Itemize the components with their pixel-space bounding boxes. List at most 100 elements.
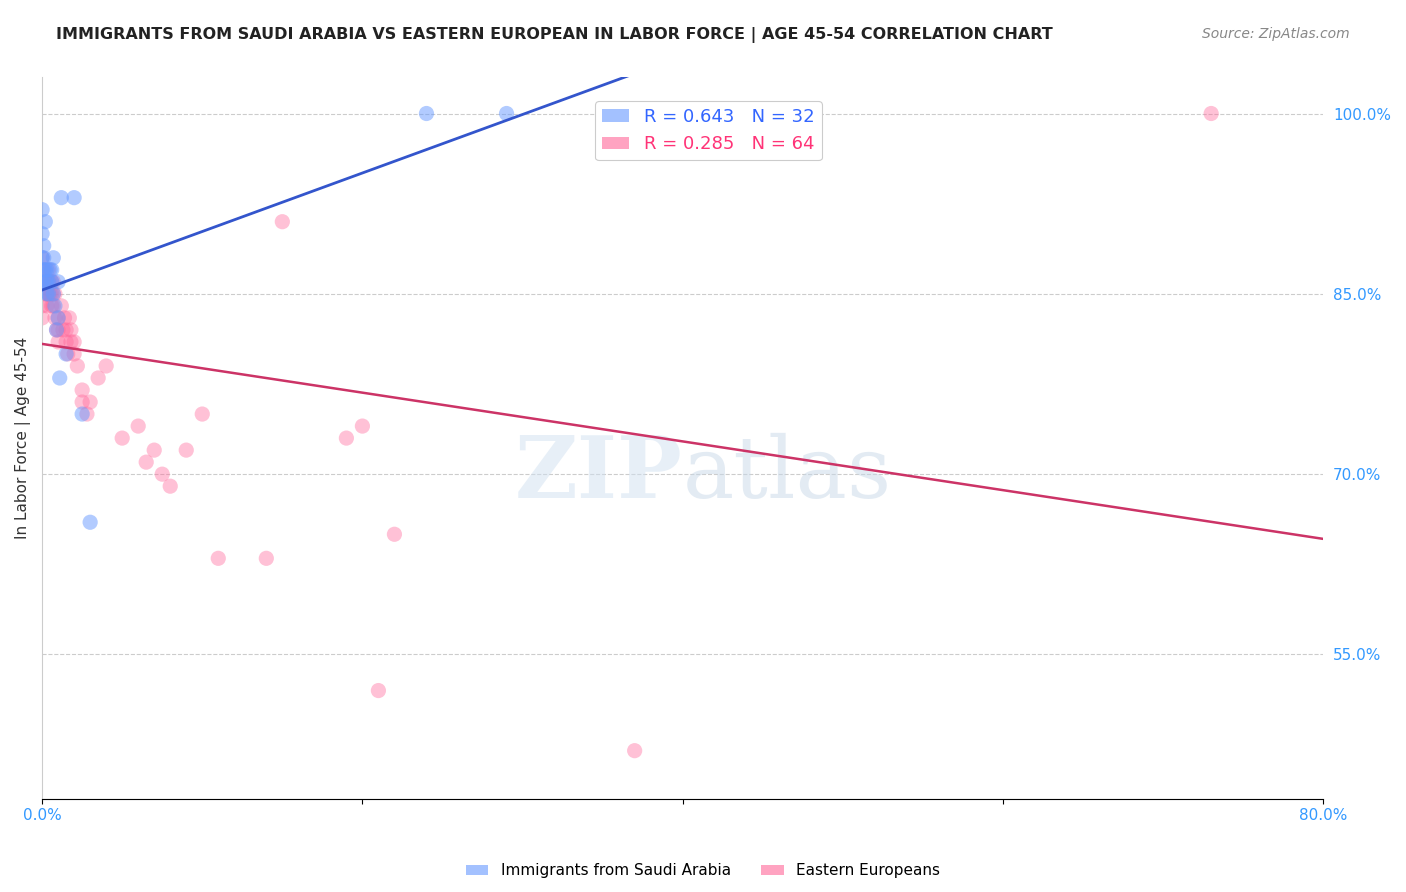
Point: [41, 286, 63, 301]
Point: [207, 551, 229, 566]
Point: [31, 299, 53, 313]
Point: [39, 286, 62, 301]
Point: [191, 407, 214, 421]
Point: [31, 286, 53, 301]
Point: [31, 262, 53, 277]
Point: [41, 275, 63, 289]
Point: [45, 323, 67, 337]
Point: [150, 467, 173, 482]
Point: [42, 251, 65, 265]
Point: [31, 202, 53, 217]
Point: [42, 286, 65, 301]
Point: [254, 551, 277, 566]
Point: [31, 251, 53, 265]
Point: [31, 310, 53, 325]
Text: IMMIGRANTS FROM SAUDI ARABIA VS EASTERN EUROPEAN IN LABOR FORCE | AGE 45-54 CORR: IMMIGRANTS FROM SAUDI ARABIA VS EASTERN …: [56, 27, 1053, 43]
Legend: Immigrants from Saudi Arabia, Eastern Europeans: Immigrants from Saudi Arabia, Eastern Eu…: [460, 857, 946, 884]
Point: [41, 275, 63, 289]
Point: [96, 359, 118, 373]
Point: [35, 275, 58, 289]
Point: [55, 347, 77, 361]
Text: atlas: atlas: [683, 433, 891, 516]
Point: [31, 251, 53, 265]
Point: [70, 407, 93, 421]
Point: [38, 262, 60, 277]
Point: [1199, 106, 1222, 120]
Point: [42, 286, 65, 301]
Point: [35, 299, 58, 313]
Point: [415, 106, 437, 120]
Point: [352, 419, 374, 434]
Point: [367, 683, 389, 698]
Point: [34, 215, 56, 229]
Point: [38, 275, 60, 289]
Point: [127, 419, 149, 434]
Point: [51, 299, 73, 313]
Point: [111, 431, 134, 445]
Point: [32, 262, 55, 277]
Point: [56, 347, 79, 361]
Point: [52, 323, 75, 337]
Text: ZIP: ZIP: [515, 432, 683, 516]
Point: [70, 395, 93, 409]
Point: [44, 299, 66, 313]
Point: [143, 443, 166, 458]
Point: [76, 407, 98, 421]
Point: [38, 275, 60, 289]
Point: [59, 334, 82, 349]
Point: [38, 286, 60, 301]
Legend: R = 0.643   N = 32, R = 0.285   N = 64: R = 0.643 N = 32, R = 0.285 N = 64: [595, 101, 821, 161]
Point: [31, 227, 53, 241]
Point: [46, 310, 69, 325]
Point: [45, 323, 67, 337]
Point: [42, 275, 65, 289]
Text: Source: ZipAtlas.com: Source: ZipAtlas.com: [1202, 27, 1350, 41]
Point: [39, 275, 62, 289]
Point: [38, 286, 60, 301]
Point: [159, 479, 181, 493]
Point: [495, 106, 517, 120]
Point: [63, 334, 86, 349]
Point: [41, 299, 63, 313]
Point: [35, 262, 58, 277]
Point: [70, 383, 93, 397]
Point: [58, 310, 80, 325]
Point: [39, 262, 62, 277]
Point: [55, 323, 77, 337]
Point: [31, 275, 53, 289]
Point: [32, 239, 55, 253]
Point: [59, 323, 82, 337]
Point: [79, 515, 101, 529]
Point: [51, 191, 73, 205]
Point: [35, 286, 58, 301]
Point: [44, 310, 66, 325]
Point: [63, 347, 86, 361]
Point: [42, 299, 65, 313]
Point: [384, 527, 406, 541]
Point: [623, 744, 645, 758]
Point: [87, 371, 110, 385]
Point: [34, 275, 56, 289]
Point: [55, 334, 77, 349]
Point: [34, 286, 56, 301]
Point: [46, 275, 69, 289]
Point: [34, 262, 56, 277]
Point: [32, 275, 55, 289]
Point: [135, 455, 157, 469]
Point: [46, 323, 69, 337]
Point: [35, 286, 58, 301]
Point: [53, 310, 76, 325]
Point: [66, 359, 89, 373]
Point: [48, 371, 70, 385]
Point: [44, 286, 66, 301]
Point: [174, 443, 197, 458]
Point: [41, 262, 63, 277]
Point: [32, 251, 55, 265]
Point: [35, 275, 58, 289]
Point: [46, 310, 69, 325]
Point: [34, 275, 56, 289]
Point: [32, 262, 55, 277]
Point: [335, 431, 357, 445]
Point: [46, 334, 69, 349]
Point: [271, 215, 294, 229]
